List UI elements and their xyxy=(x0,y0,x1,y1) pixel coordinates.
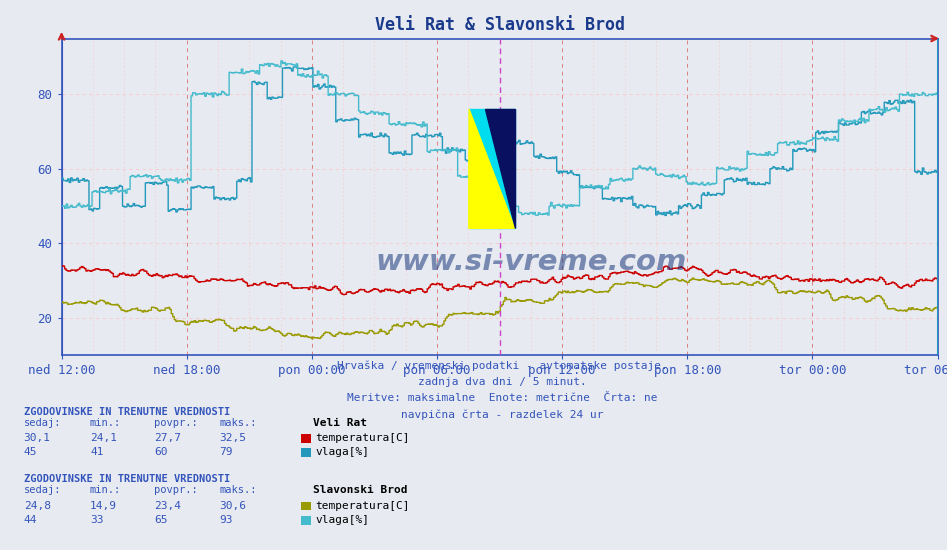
Text: 45: 45 xyxy=(24,447,37,458)
Text: min.:: min.: xyxy=(90,485,121,496)
Text: temperatura[C]: temperatura[C] xyxy=(315,500,410,511)
Text: sedaj:: sedaj: xyxy=(24,485,62,496)
Text: 93: 93 xyxy=(220,515,233,525)
Text: vlaga[%]: vlaga[%] xyxy=(315,447,369,458)
Text: navpična črta - razdelek 24 ur: navpična črta - razdelek 24 ur xyxy=(401,410,603,420)
Text: povpr.:: povpr.: xyxy=(154,417,198,428)
Text: zadnja dva dni / 5 minut.: zadnja dva dni / 5 minut. xyxy=(418,377,586,387)
Text: 79: 79 xyxy=(220,447,233,458)
Text: 24,8: 24,8 xyxy=(24,500,51,511)
Text: sedaj:: sedaj: xyxy=(24,417,62,428)
Text: vlaga[%]: vlaga[%] xyxy=(315,515,369,525)
Text: 60: 60 xyxy=(154,447,168,458)
Text: maks.:: maks.: xyxy=(220,485,258,496)
Text: 30,6: 30,6 xyxy=(220,500,247,511)
Polygon shape xyxy=(469,151,496,228)
Text: 23,4: 23,4 xyxy=(154,500,182,511)
Text: www.si-vreme.com: www.si-vreme.com xyxy=(375,248,687,276)
Text: Meritve: maksimalne  Enote: metrične  Črta: ne: Meritve: maksimalne Enote: metrične Črta… xyxy=(347,393,657,403)
Text: 33: 33 xyxy=(90,515,103,525)
Text: povpr.:: povpr.: xyxy=(154,485,198,496)
Text: 65: 65 xyxy=(154,515,168,525)
Text: maks.:: maks.: xyxy=(220,417,258,428)
Bar xyxy=(469,109,515,228)
Text: ZGODOVINSKE IN TRENUTNE VREDNOSTI: ZGODOVINSKE IN TRENUTNE VREDNOSTI xyxy=(24,474,230,485)
Text: 44: 44 xyxy=(24,515,37,525)
Text: Hrvaška / vremenski podatki - avtomatske postaje.: Hrvaška / vremenski podatki - avtomatske… xyxy=(336,360,668,371)
Text: min.:: min.: xyxy=(90,417,121,428)
Text: 14,9: 14,9 xyxy=(90,500,117,511)
Text: 27,7: 27,7 xyxy=(154,433,182,443)
Text: 30,1: 30,1 xyxy=(24,433,51,443)
Text: Slavonski Brod: Slavonski Brod xyxy=(313,485,407,496)
Title: Veli Rat & Slavonski Brod: Veli Rat & Slavonski Brod xyxy=(375,16,624,34)
Text: Veli Rat: Veli Rat xyxy=(313,417,366,428)
Text: temperatura[C]: temperatura[C] xyxy=(315,433,410,443)
Text: 32,5: 32,5 xyxy=(220,433,247,443)
Polygon shape xyxy=(485,109,515,228)
Text: 24,1: 24,1 xyxy=(90,433,117,443)
Text: 41: 41 xyxy=(90,447,103,458)
Polygon shape xyxy=(469,109,515,228)
Text: ZGODOVINSKE IN TRENUTNE VREDNOSTI: ZGODOVINSKE IN TRENUTNE VREDNOSTI xyxy=(24,406,230,417)
